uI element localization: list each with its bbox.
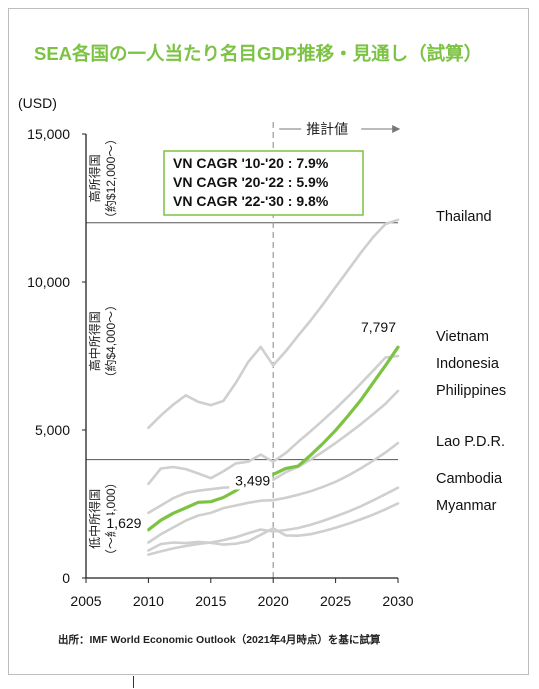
cagr-line-2: VN CAGR '22-'30 : 9.8%	[173, 193, 329, 209]
series-line-thailand	[147, 218, 400, 430]
y-axis-label: (USD)	[18, 95, 57, 111]
chart-title: SEA各国の一人当たり名目GDP推移・見通し（試算）	[34, 43, 482, 64]
legend-label-lao-p-d-r: Lao P.D.R.	[436, 434, 505, 450]
series-line-philippines	[147, 389, 400, 515]
annotation-label-1: 3,499	[235, 472, 270, 488]
figure-frame	[8, 8, 529, 675]
annotation-bg-0	[104, 514, 148, 532]
annotation-bg-1	[229, 472, 273, 490]
legend-label-cambodia: Cambodia	[436, 471, 503, 487]
threshold-label-0-line-1: （約$12,000～）	[103, 133, 118, 224]
cagr-line-1: VN CAGR '20-'22 : 5.9%	[173, 174, 329, 190]
x-tick-label-0: 2005	[70, 593, 101, 609]
threshold-label-1-line-1: （約$4,000～）	[103, 299, 118, 384]
series-line-myanmar	[147, 502, 400, 552]
x-tick-label-1: 2010	[133, 593, 164, 609]
threshold-label-1-line-0: 高中所得国	[87, 311, 102, 371]
series-line-indonesia	[147, 354, 400, 486]
x-tick-label-5: 2030	[382, 593, 413, 609]
series-line-vietnam	[146, 345, 400, 532]
y-tick-label-3: 15,000	[27, 126, 70, 142]
forecast-label: 推計値	[306, 121, 348, 137]
cagr-line-0: VN CAGR '10-'20 : 7.9%	[173, 155, 329, 171]
annotation-label-2: 7,797	[361, 319, 396, 335]
legend-label-myanmar: Myanmar	[436, 498, 497, 514]
legend-label-philippines: Philippines	[436, 383, 506, 399]
series-line-lao-p-d-r	[147, 441, 400, 544]
annotation-bg-2	[355, 319, 398, 337]
annotation-label-0: 1,629	[106, 515, 141, 531]
legend-label-vietnam: Vietnam	[436, 329, 489, 345]
x-tick-label-2: 2015	[195, 593, 226, 609]
legend-label-indonesia: Indonesia	[436, 356, 500, 372]
threshold-label-2-line-0: 低中所得国	[87, 489, 102, 549]
threshold-label-0-line-0: 高所得国	[87, 154, 102, 202]
bottom-tick-mark	[133, 676, 134, 688]
series-line-cambodia	[147, 486, 400, 556]
cagr-box	[163, 150, 364, 216]
y-tick-label-1: 5,000	[35, 422, 70, 438]
x-tick-label-3: 2020	[258, 593, 289, 609]
legend-label-thailand: Thailand	[436, 209, 492, 225]
y-tick-label-0: 0	[62, 570, 70, 586]
x-tick-label-4: 2025	[320, 593, 351, 609]
source-note: 出所：IMF World Economic Outlook（2021年4月時点）…	[58, 633, 381, 646]
y-tick-label-2: 10,000	[27, 274, 70, 290]
